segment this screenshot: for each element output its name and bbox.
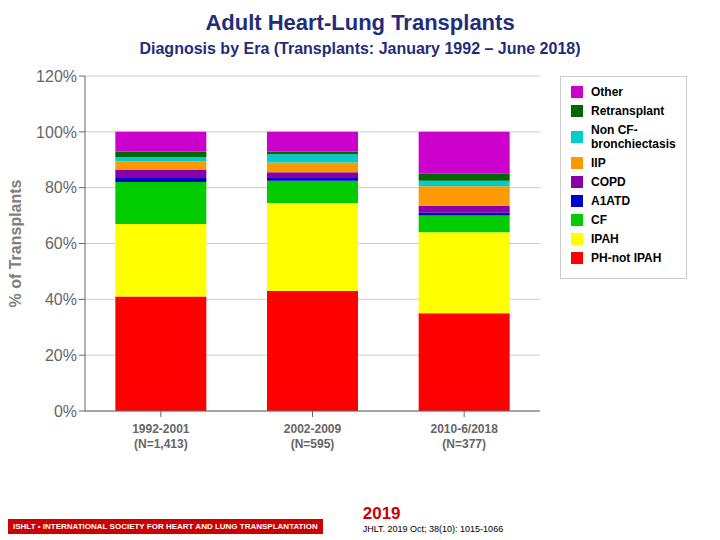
- svg-text:20%: 20%: [45, 347, 77, 364]
- html-text:ISHLT • INTERNATIONAL SOCIETY: ISHLT • INTERNATIONAL SOCIETY FOR HEART …: [13, 522, 318, 531]
- html-text:JHLT. 2019 Oct; 38(10): 1015-1: JHLT. 2019 Oct; 38(10): 1015-1066: [362, 524, 504, 534]
- svg-text:1992-2001(N=1,413): 1992-2001(N=1,413): [132, 422, 190, 451]
- html-text:Diagnosis by Era (Transplants:: Diagnosis by Era (Transplants: January 1…: [139, 40, 581, 57]
- html-text:Non CF- bronchiectasis: Non CF- bronchiectasis: [591, 123, 676, 151]
- html-text:CF: CF: [591, 213, 607, 227]
- svg-text:120%: 120%: [36, 68, 77, 85]
- html-text:IIP: IIP: [591, 156, 606, 170]
- html-text:2019: 2019: [362, 504, 401, 523]
- svg-text:% of Transplants: % of Transplants: [8, 179, 24, 307]
- html-text:Adult Heart-Lung Transplants: Adult Heart-Lung Transplants: [205, 10, 515, 35]
- html-text:COPD: COPD: [591, 175, 626, 189]
- svg-text:60%: 60%: [45, 235, 77, 252]
- html-text:Other: Other: [591, 85, 623, 99]
- svg-text:2010-6/2018(N=377): 2010-6/2018(N=377): [430, 422, 498, 451]
- html-text:A1ATD: A1ATD: [591, 194, 631, 208]
- html-text:PH-not IPAH: PH-not IPAH: [591, 251, 662, 265]
- svg-text:80%: 80%: [45, 179, 77, 196]
- html-text:IPAH: IPAH: [591, 232, 619, 246]
- svg-text:2002-2009(N=595): 2002-2009(N=595): [284, 422, 342, 451]
- svg-text:100%: 100%: [36, 124, 77, 141]
- html-text:Retransplant: Retransplant: [591, 104, 665, 118]
- svg-text:40%: 40%: [45, 291, 77, 308]
- svg-text:0%: 0%: [54, 403, 77, 420]
